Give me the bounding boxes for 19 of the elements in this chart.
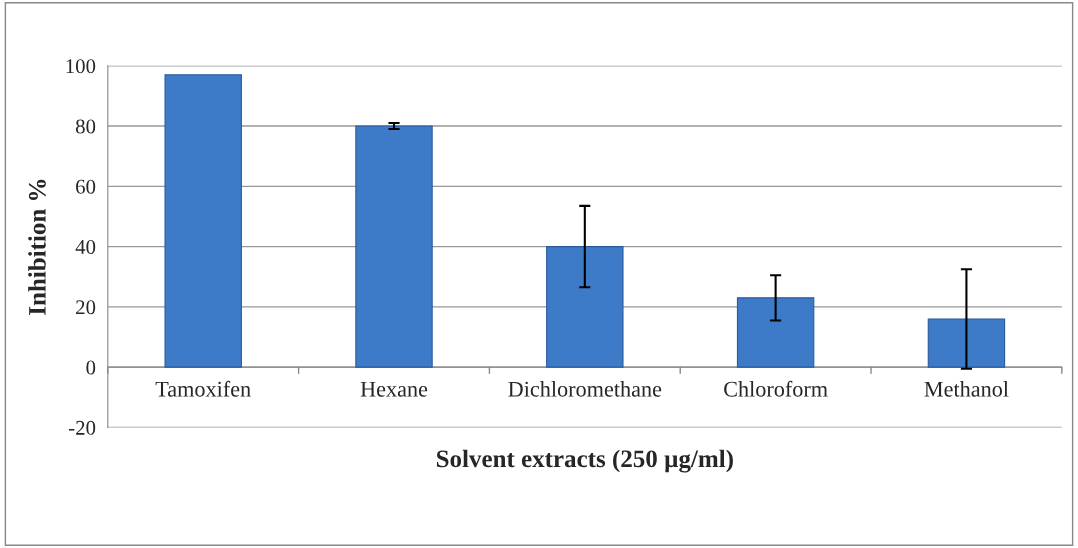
bar — [927, 318, 1006, 368]
y-tick-label: 20 — [76, 300, 96, 315]
x-tick-label: Dichloromethane — [508, 381, 662, 397]
bar — [546, 246, 624, 368]
x-tick-label: Methanol — [924, 381, 1009, 397]
x-tick-label: Hexane — [360, 381, 428, 397]
y-tick-label: 80 — [75, 119, 96, 134]
bar — [736, 297, 815, 368]
x-tick-label: Tamoxifen — [155, 380, 251, 397]
y-axis-title: Inhibition % — [28, 179, 46, 315]
y-tick-label: 0 — [86, 360, 96, 375]
x-tick-label: Chloroform — [724, 380, 828, 397]
y-tick-label: -20 — [69, 420, 96, 435]
y-tick-label: 100 — [66, 59, 96, 74]
bar — [355, 125, 433, 368]
bar — [164, 74, 242, 368]
y-tick-label: 60 — [76, 179, 96, 194]
x-axis-title: Solvent extracts (250 µg/ml) — [436, 449, 733, 473]
y-tick-label: 40 — [75, 239, 96, 255]
